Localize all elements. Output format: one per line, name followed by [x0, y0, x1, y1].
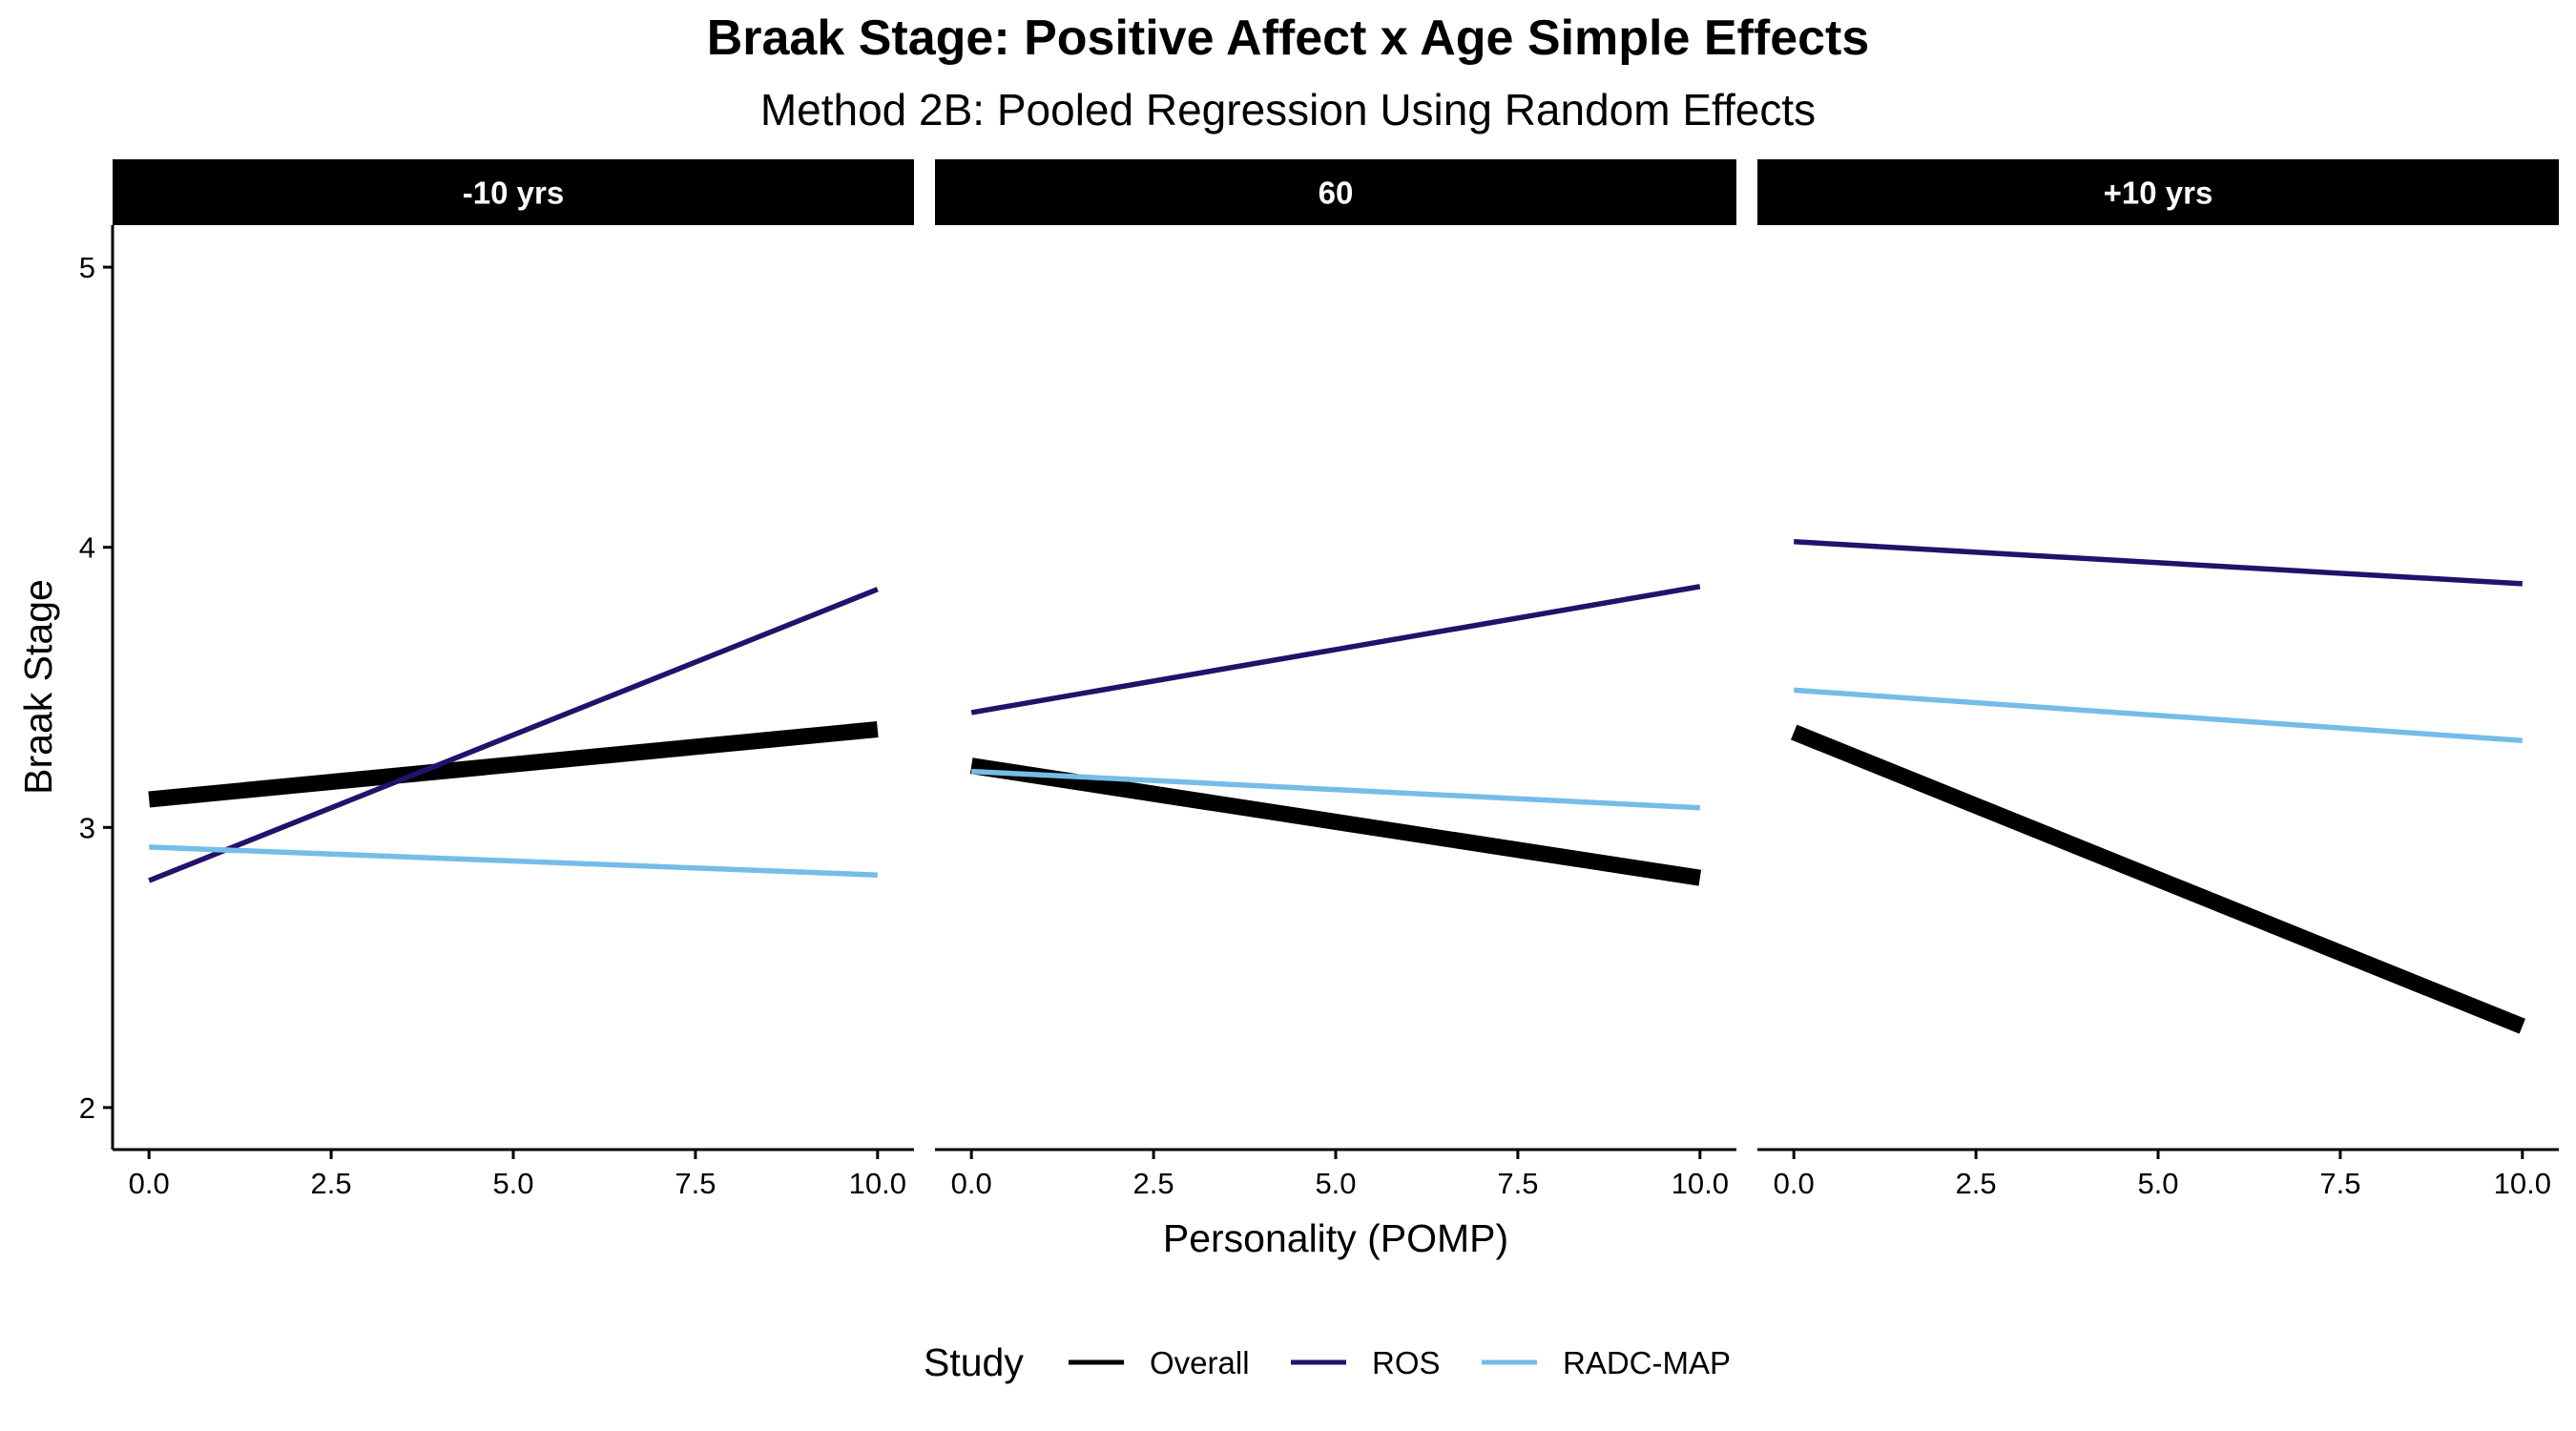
facet-label-10-yrs: -10 yrs — [463, 176, 564, 211]
x-tick-label: 7.5 — [1497, 1167, 1538, 1200]
series-line-radc-map-60 — [971, 768, 1700, 811]
series-line-overall-10-yrs — [1791, 724, 2525, 1034]
legend-title: Study — [924, 1340, 1024, 1384]
x-tick-label: 5.0 — [1315, 1167, 1356, 1200]
x-tick-label: 10.0 — [2494, 1167, 2551, 1200]
x-tick-label: 7.5 — [675, 1167, 716, 1200]
x-tick-label: 10.0 — [849, 1167, 906, 1200]
series-line-ros-10-yrs — [148, 587, 879, 883]
series-line-overall-10-yrs — [148, 721, 879, 808]
legend-label-overall: Overall — [1150, 1345, 1250, 1380]
series-line-ros-60 — [970, 584, 1701, 716]
y-tick-label: 5 — [79, 251, 95, 284]
legend-label-ros: ROS — [1372, 1345, 1441, 1380]
series-line-radc-map-10-yrs — [1794, 687, 2523, 744]
facet-label-60: 60 — [1319, 176, 1354, 211]
chart-title: Braak Stage: Positive Affect x Age Simpl… — [706, 10, 1870, 66]
x-tick-label: 7.5 — [2319, 1167, 2360, 1200]
y-tick-label: 2 — [79, 1091, 95, 1125]
y-axis-title: Braak Stage — [16, 579, 60, 795]
facet-strip-60 — [935, 159, 1736, 225]
y-tick-label: 4 — [79, 531, 95, 565]
facet-strip-10-yrs — [113, 159, 914, 225]
legend-label-radc-map: RADC-MAP — [1563, 1345, 1731, 1380]
y-tick-label: 3 — [79, 811, 95, 844]
facet-strip-10-yrs — [1757, 159, 2559, 225]
x-tick-label: 0.0 — [1774, 1167, 1815, 1200]
x-tick-label: 0.0 — [951, 1167, 992, 1200]
x-axis-title: Personality (POMP) — [1163, 1216, 1508, 1260]
series-line-ros-10-yrs — [1794, 539, 2523, 587]
x-tick-label: 2.5 — [1956, 1167, 1997, 1200]
x-tick-label: 0.0 — [129, 1167, 170, 1200]
facet-label-10-yrs: +10 yrs — [2104, 176, 2213, 211]
chart-subtitle: Method 2B: Pooled Regression Using Rando… — [759, 85, 1817, 135]
x-tick-label: 5.0 — [492, 1167, 533, 1200]
x-tick-label: 5.0 — [2137, 1167, 2178, 1200]
x-tick-label: 10.0 — [1672, 1167, 1729, 1200]
series-line-overall-60 — [969, 757, 1702, 886]
x-tick-label: 2.5 — [1133, 1167, 1174, 1200]
x-tick-label: 2.5 — [311, 1167, 352, 1200]
series-line-radc-map-10-yrs — [149, 844, 878, 878]
